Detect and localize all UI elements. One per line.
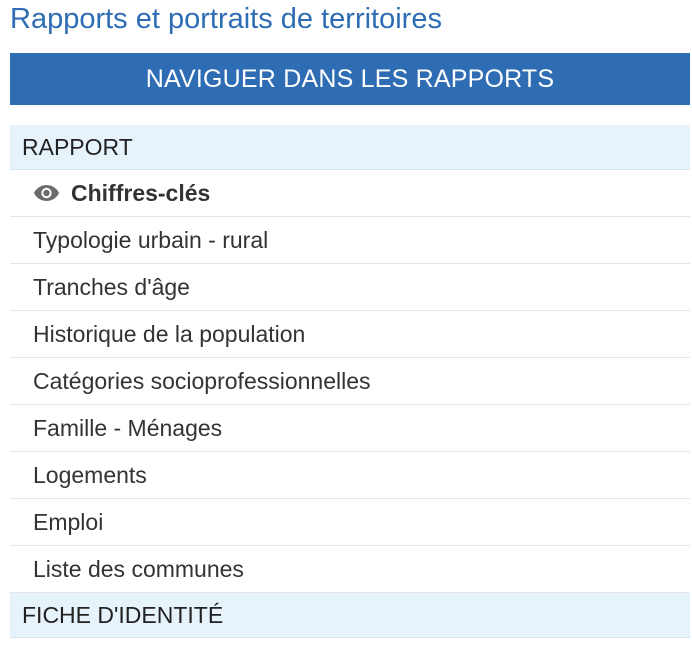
menu-item-chiffres-cles[interactable]: Chiffres-clés — [10, 170, 690, 217]
page-title: Rapports et portraits de territoires — [10, 3, 442, 35]
eye-icon — [34, 185, 59, 201]
report-navigation-menu: RAPPORT Chiffres-clés Typologie urbain -… — [10, 125, 690, 638]
menu-item-label: Tranches d'âge — [33, 274, 190, 300]
menu-item-label: Emploi — [33, 509, 104, 535]
menu-item-logements[interactable]: Logements — [10, 452, 690, 499]
menu-item-emploi[interactable]: Emploi — [10, 499, 690, 546]
menu-item-typologie[interactable]: Typologie urbain - rural — [10, 217, 690, 264]
menu-item-label: Historique de la population — [33, 321, 306, 347]
menu-item-label: Logements — [33, 462, 147, 488]
menu-item-categories-socioprofessionnelles[interactable]: Catégories socioprofessionnelles — [10, 358, 690, 405]
menu-item-label: Famille - Ménages — [33, 415, 223, 441]
section-header-rapport[interactable]: RAPPORT — [10, 125, 690, 170]
menu-item-label: Catégories socioprofessionnelles — [33, 368, 371, 394]
nav-banner: NAVIGUER DANS LES RAPPORTS — [10, 53, 690, 105]
menu-item-label: Chiffres-clés — [71, 180, 211, 206]
menu-item-tranches-age[interactable]: Tranches d'âge — [10, 264, 690, 311]
menu-item-liste-communes[interactable]: Liste des communes — [10, 546, 690, 593]
section-header-fiche-identite[interactable]: FICHE D'IDENTITÉ — [10, 593, 690, 638]
menu-item-label: Typologie urbain - rural — [33, 227, 269, 253]
menu-item-famille-menages[interactable]: Famille - Ménages — [10, 405, 690, 452]
menu-item-label: Liste des communes — [33, 556, 244, 582]
menu-item-historique-population[interactable]: Historique de la population — [10, 311, 690, 358]
